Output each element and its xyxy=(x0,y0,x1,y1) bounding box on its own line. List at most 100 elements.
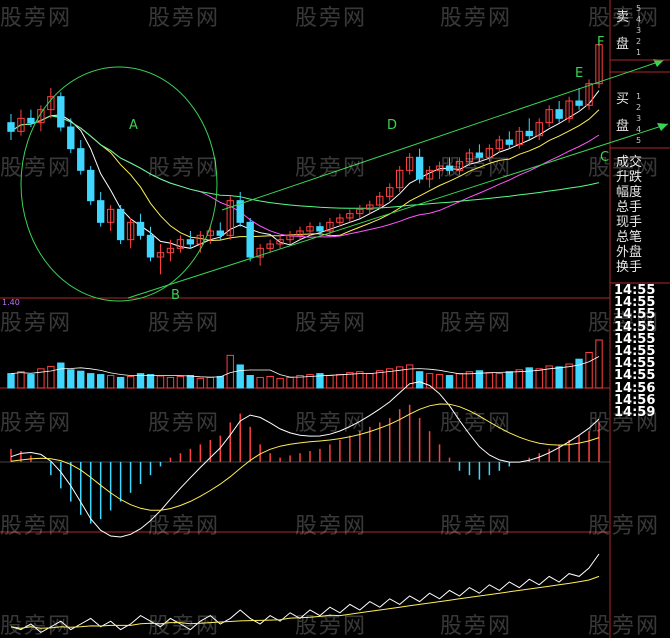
volume-bar xyxy=(545,365,553,389)
volume-bar xyxy=(146,374,155,389)
ma-line-ma60 xyxy=(10,115,600,209)
candle-body xyxy=(206,230,215,236)
volume-bar xyxy=(126,375,135,389)
indicator-ma-line xyxy=(10,575,600,629)
watermark-text: 股旁网 xyxy=(295,311,368,336)
volume-bar xyxy=(216,375,224,389)
volume-bar xyxy=(455,373,464,389)
tick-time: 14:55 xyxy=(614,368,656,384)
watermark-text: 股旁网 xyxy=(295,411,368,436)
tick-time: 14:56 xyxy=(614,380,656,396)
watermark-text: 股旁网 xyxy=(148,514,221,539)
volume-bar xyxy=(106,375,115,389)
watermark-text: 股旁网 xyxy=(440,514,513,539)
tick-time: 14:55 xyxy=(614,344,656,359)
volume-bar xyxy=(47,365,55,389)
volume-bar xyxy=(116,376,125,389)
candle-body xyxy=(246,221,254,258)
dea-line xyxy=(10,403,600,511)
volume-bar xyxy=(286,376,294,389)
candle-body xyxy=(216,230,224,236)
candle-body xyxy=(425,169,434,180)
volume-bar xyxy=(405,364,414,389)
candle-body xyxy=(256,247,264,258)
buy-char-2: 盘 xyxy=(616,119,630,134)
channel-lower-arrow xyxy=(657,123,668,131)
candle-body xyxy=(585,83,593,106)
list-item: 3 xyxy=(636,26,642,35)
candle-body xyxy=(17,117,25,132)
volume-bar xyxy=(356,371,364,389)
watermark-text: 股旁网 xyxy=(148,614,221,638)
volume-bar xyxy=(87,373,95,389)
candle-body xyxy=(565,100,573,119)
sell-char-2: 盘 xyxy=(616,37,630,52)
list-item: 1 xyxy=(636,48,642,57)
candle-body xyxy=(326,221,334,232)
candle-body xyxy=(136,221,145,236)
candle-body xyxy=(485,148,494,158)
candle-body xyxy=(535,122,543,137)
candle-body xyxy=(445,165,454,171)
tick-time: 14:55 xyxy=(614,319,656,335)
candle-body xyxy=(186,239,195,245)
sell-char-1: 卖 xyxy=(616,10,630,25)
volume-bar xyxy=(256,376,264,389)
candle-body xyxy=(405,156,414,171)
volume-bar xyxy=(176,375,185,389)
volume-bar xyxy=(67,369,75,389)
dif-line xyxy=(10,381,600,538)
tick-time: 14:55 xyxy=(614,307,656,323)
candle-body xyxy=(126,221,135,241)
watermark-text: 股旁网 xyxy=(148,411,221,436)
candle-body xyxy=(525,130,533,137)
list-item: 3 xyxy=(636,114,642,123)
volume-bar xyxy=(266,375,274,389)
price-level-label: 1.40 xyxy=(2,298,20,307)
volume-bar xyxy=(57,362,65,389)
candle-body xyxy=(495,139,504,150)
volume-bar xyxy=(386,368,394,389)
volume-bar xyxy=(535,368,543,389)
sell-order-levels: 5 4 3 2 1 xyxy=(636,4,641,59)
watermark-text: 股旁网 xyxy=(0,156,73,181)
candle-body xyxy=(146,234,155,258)
volume-bar xyxy=(465,371,474,389)
volume-bar xyxy=(415,371,424,389)
watermark-text: 股旁网 xyxy=(588,156,661,181)
candle-body xyxy=(166,247,175,254)
candle-body xyxy=(87,169,95,202)
volume-bar xyxy=(296,375,304,389)
watermark-text: 股旁网 xyxy=(295,6,368,31)
candle-body xyxy=(96,200,105,223)
sell-label: 卖 盘 xyxy=(616,10,629,52)
candle-body xyxy=(395,169,404,189)
volume-bar xyxy=(17,371,25,389)
candle-body xyxy=(27,117,35,124)
candle-body xyxy=(515,130,523,145)
buy-label: 买 盘 xyxy=(616,92,629,134)
candle-body xyxy=(77,148,85,171)
candle-body xyxy=(156,252,165,258)
volume-bar xyxy=(186,375,195,389)
pattern-label-e: E xyxy=(575,66,584,81)
tick-time: 14:56 xyxy=(614,392,656,408)
volume-bar xyxy=(435,374,444,389)
buy-order-levels: 1 2 3 4 5 xyxy=(636,92,641,147)
indicator-panel xyxy=(10,553,600,634)
candle-body xyxy=(376,195,384,206)
watermark-text: 股旁网 xyxy=(440,156,513,181)
watermark-text: 股旁网 xyxy=(0,514,73,539)
volume-bar xyxy=(246,375,254,389)
candle-body xyxy=(435,165,444,171)
candle-body xyxy=(455,161,464,171)
volume-bar xyxy=(166,376,175,389)
list-item: 现手 xyxy=(616,215,643,230)
candle-body xyxy=(116,208,125,241)
candle-body xyxy=(595,44,603,85)
pattern-label-f: F xyxy=(597,35,605,50)
candle-body xyxy=(306,226,314,232)
volume-bar xyxy=(515,369,523,389)
volume-bar xyxy=(326,375,334,389)
